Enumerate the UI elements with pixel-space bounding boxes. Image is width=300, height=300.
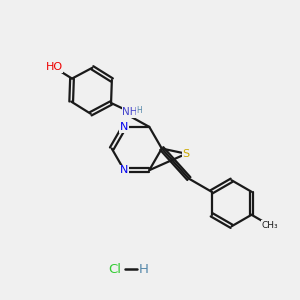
Text: HO: HO xyxy=(45,62,62,72)
Text: CH₃: CH₃ xyxy=(262,221,278,230)
Text: S: S xyxy=(183,149,190,159)
Text: Cl: Cl xyxy=(108,263,121,276)
Text: H: H xyxy=(136,106,142,115)
Text: N: N xyxy=(120,122,128,132)
Text: H: H xyxy=(139,263,149,276)
Text: NH: NH xyxy=(122,107,138,117)
Text: N: N xyxy=(120,165,128,175)
